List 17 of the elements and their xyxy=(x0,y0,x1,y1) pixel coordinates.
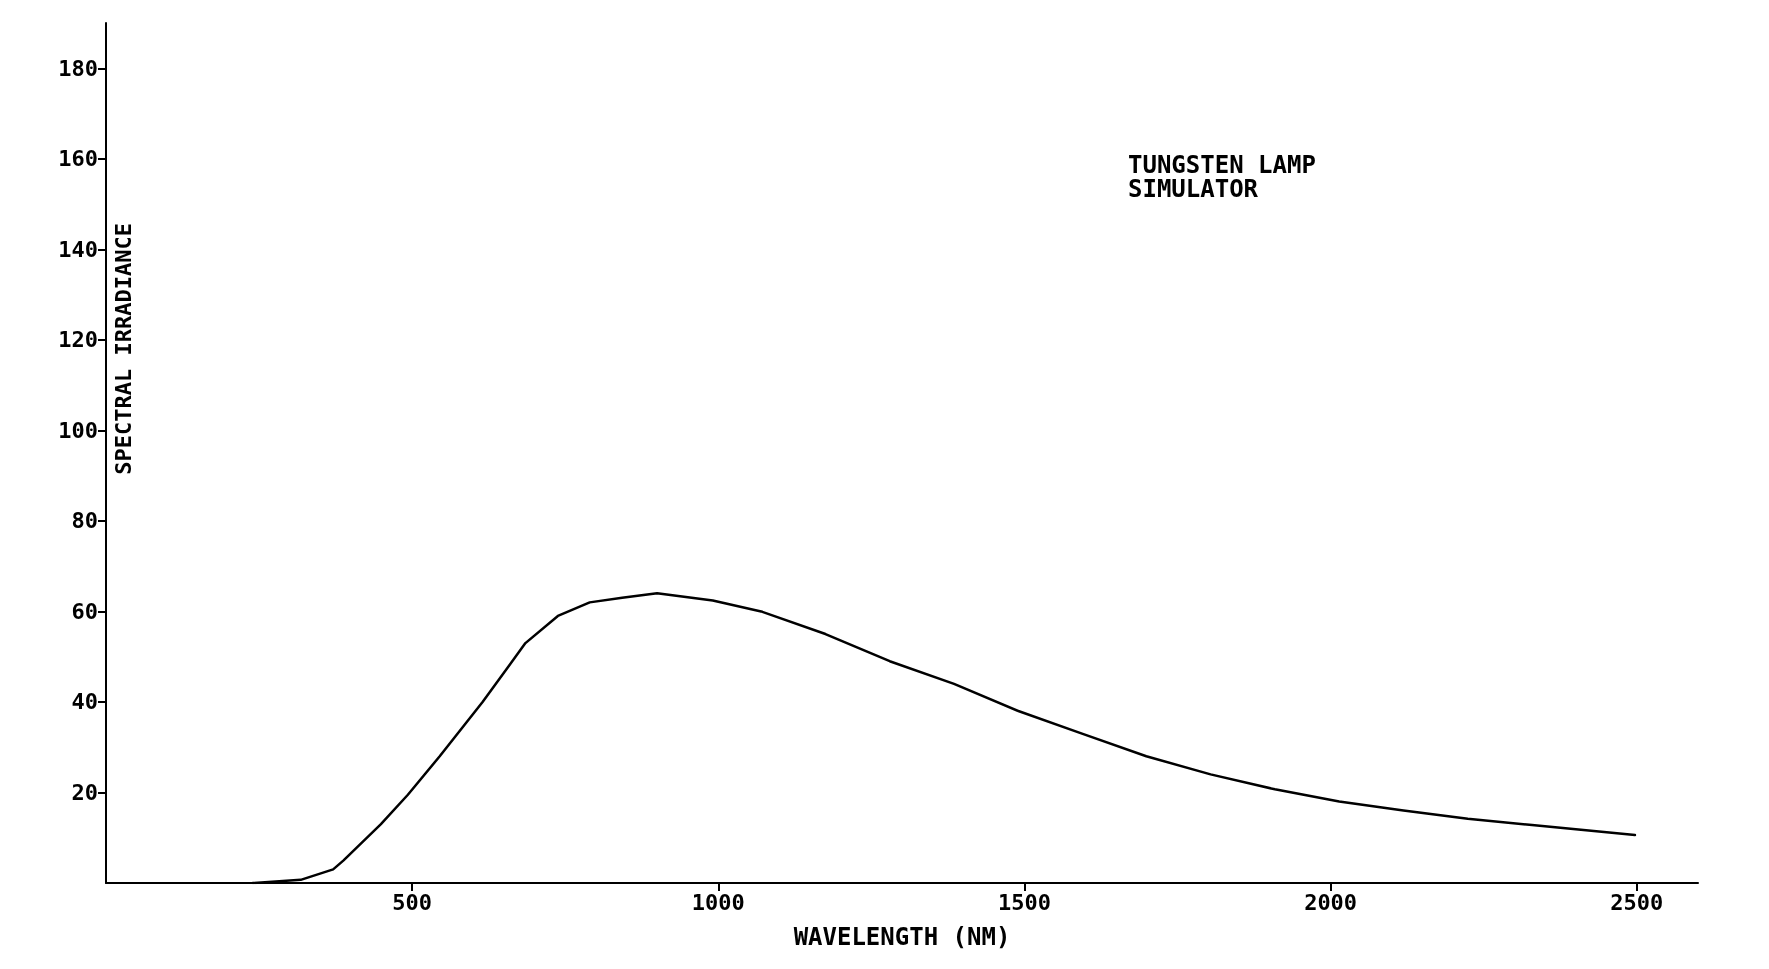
x-tick-label: 2500 xyxy=(1610,889,1664,915)
y-tick-label: 160 xyxy=(58,146,98,172)
y-axis-title: SPECTRAL IRRADIANCE xyxy=(110,222,136,475)
y-tick-label: 20 xyxy=(71,779,98,805)
y-tick-label: 120 xyxy=(58,327,98,353)
y-tick-label: 180 xyxy=(58,55,98,81)
annotation: TUNGSTEN LAMP SIMULATOR xyxy=(1128,151,1316,203)
y-tick-label: 60 xyxy=(71,598,98,624)
x-tick-label: 2000 xyxy=(1304,889,1358,915)
x-tick-label: 1000 xyxy=(691,889,745,915)
y-tick-label: 80 xyxy=(71,508,98,534)
y-tick-label: 140 xyxy=(58,236,98,262)
y-tick-label: 40 xyxy=(71,689,98,715)
x-tick-label: 500 xyxy=(392,889,433,915)
y-tick-label: 100 xyxy=(58,417,98,443)
x-tick-label: 1500 xyxy=(997,889,1051,915)
x-axis-title: WAVELENGTH (NM) xyxy=(793,923,1011,951)
